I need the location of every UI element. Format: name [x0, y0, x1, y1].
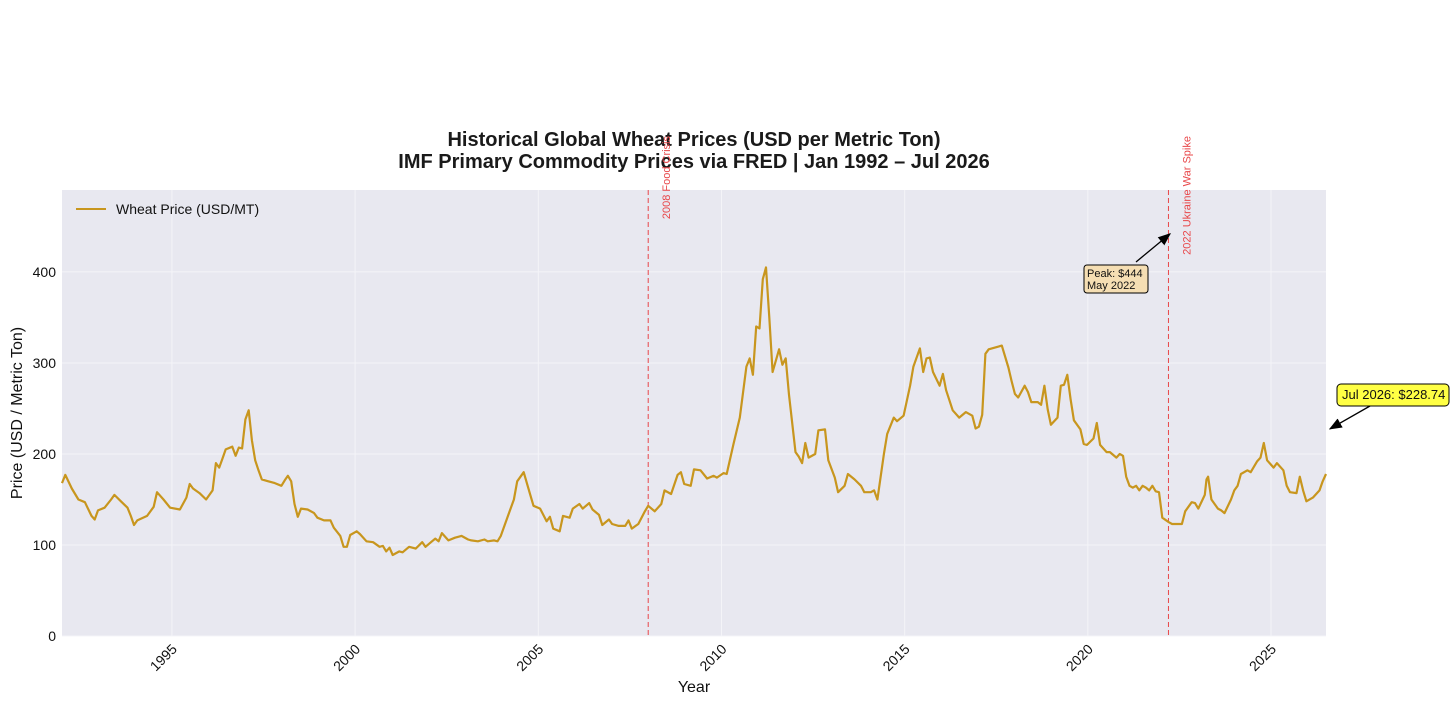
- y-tick-label: 400: [33, 264, 57, 280]
- x-tick-label: 2000: [330, 641, 363, 674]
- chart-title: Historical Global Wheat Prices (USD per …: [447, 129, 940, 151]
- x-tick-label: 2025: [1246, 641, 1279, 674]
- y-tick-label: 300: [33, 355, 57, 371]
- legend-label: Wheat Price (USD/MT): [116, 201, 259, 217]
- x-tick-label: 1995: [147, 641, 180, 674]
- y-tick-label: 200: [33, 446, 57, 462]
- peak-annotation-arrow: [1135, 233, 1172, 263]
- latest-annotation-text: Jul 2026: $228.74: [1342, 387, 1445, 402]
- latest-annotation-arrow: [1328, 405, 1371, 430]
- y-tick-label: 100: [33, 537, 57, 553]
- peak-annotation-line1: Peak: $444: [1087, 268, 1143, 280]
- peak-annotation-line2: May 2022: [1087, 280, 1135, 292]
- wheat-price-line: [60, 266, 1328, 557]
- event-markers: 2008 Food Crisis 2022 Ukraine War Spike: [647, 136, 1193, 636]
- x-tick-label: 2020: [1063, 641, 1096, 674]
- y-tick-label: 0: [48, 628, 56, 644]
- chart-subtitle: IMF Primary Commodity Prices via FRED | …: [398, 151, 989, 173]
- y-axis-label: Price (USD / Metric Ton): [9, 327, 26, 499]
- series-layer: [60, 266, 1328, 557]
- x-axis-label: Year: [678, 679, 711, 696]
- peak-annotation-box: [1083, 264, 1149, 294]
- x-tick-label: 2010: [696, 641, 729, 674]
- plot-area: [62, 190, 1326, 636]
- x-tick-label: 2015: [879, 641, 912, 674]
- legend: Wheat Price (USD/MT): [76, 201, 259, 217]
- event-label: 2008 Food Crisis: [661, 136, 673, 220]
- grid: [62, 190, 1326, 637]
- x-tick-label: 2005: [513, 641, 546, 674]
- event-label: 2022 Ukraine War Spike: [1181, 136, 1193, 255]
- latest-annotation-box: [1336, 383, 1450, 407]
